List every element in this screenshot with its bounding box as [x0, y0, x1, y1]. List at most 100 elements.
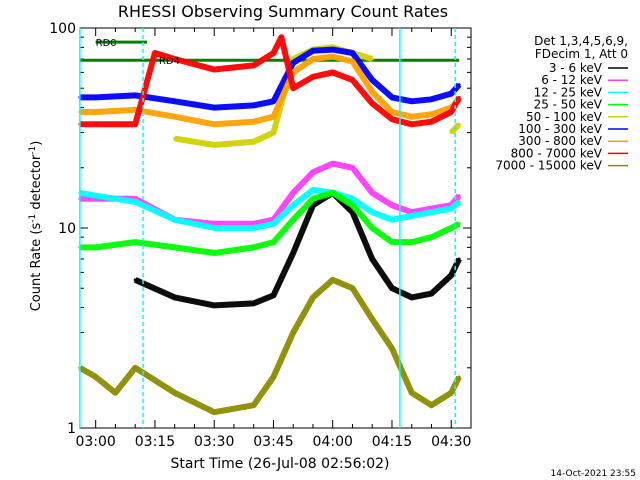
data-point [390, 95, 394, 99]
data-point [94, 194, 98, 198]
data-point [212, 251, 216, 255]
data-point [291, 331, 295, 335]
data-point [457, 95, 461, 99]
data-point [331, 70, 335, 74]
data-point [457, 83, 461, 87]
data-point [331, 191, 335, 195]
data-point [133, 93, 137, 97]
data-point [291, 61, 295, 65]
data-point [173, 115, 177, 119]
y-axis-label-sup: -1 [28, 214, 38, 223]
data-point [429, 97, 433, 101]
data-point [311, 75, 315, 79]
legend-label: 3 - 6 keV [549, 61, 603, 75]
data-point [370, 210, 374, 214]
data-point [271, 240, 275, 244]
y-axis-label-rest: detector [29, 154, 44, 214]
data-point [173, 137, 177, 141]
data-point [291, 251, 295, 255]
data-point [271, 51, 275, 55]
data-point [429, 292, 433, 296]
data-point [271, 115, 275, 119]
data-point [350, 210, 354, 214]
data-point [252, 301, 256, 305]
data-point [271, 99, 275, 103]
data-point [370, 257, 374, 261]
data-point [311, 57, 315, 61]
y-axis-label-end: ) [29, 141, 44, 146]
data-point [271, 375, 275, 379]
data-point [133, 366, 137, 370]
data-point [429, 235, 433, 239]
data-point [457, 200, 461, 204]
data-point [311, 188, 315, 192]
y-axis-label-base: Count Rate (s [29, 223, 44, 312]
x-tick-label: 03:15 [135, 434, 175, 450]
data-point [410, 122, 414, 126]
data-point [173, 391, 177, 395]
data-point [410, 214, 414, 218]
data-point [390, 286, 394, 290]
data-point [94, 245, 98, 249]
data-point [370, 226, 374, 230]
data-point [390, 346, 394, 350]
data-point [410, 99, 414, 103]
data-point [457, 222, 461, 226]
x-tick-label: 04:15 [372, 434, 412, 450]
data-point [271, 222, 275, 226]
data-point [291, 191, 295, 195]
data-point [173, 99, 177, 103]
data-point [212, 303, 216, 307]
data-point [449, 226, 453, 230]
y-tick-label: 1 [67, 421, 76, 437]
legend-header-line-2: FDecim 1, Att 0 [535, 47, 628, 61]
data-point [350, 78, 354, 82]
y-tick-labels: 1 10 100 [49, 21, 76, 437]
legend: Det 1,3,4,5,6,9, FDecim 1, Att 0 3 - 6 k… [495, 34, 628, 173]
data-point [390, 117, 394, 121]
data-point [212, 226, 216, 230]
data-point [252, 140, 256, 144]
data-point [252, 222, 256, 226]
data-point [390, 218, 394, 222]
x-tick-label: 04:00 [313, 434, 353, 450]
data-point [153, 51, 157, 55]
x-tick-label: 04:30 [431, 434, 471, 450]
data-point [370, 90, 374, 94]
data-point [252, 120, 256, 124]
legend-label: 800 - 7000 keV [511, 146, 603, 160]
data-point [350, 59, 354, 63]
data-point [429, 210, 433, 214]
legend-label: 300 - 800 keV [518, 134, 602, 148]
data-point [133, 240, 137, 244]
data-point [429, 403, 433, 407]
data-point [410, 115, 414, 119]
data-point [429, 120, 433, 124]
x-axis-label: Start Time (26-Jul-08 02:56:02) [170, 456, 389, 472]
legend-label: 6 - 12 keV [541, 73, 603, 87]
data-point [350, 286, 354, 290]
data-point [457, 257, 461, 261]
data-point [94, 122, 98, 126]
data-point [370, 317, 374, 321]
legend-label: 50 - 100 keV [526, 110, 603, 124]
y-tick-label: 10 [58, 221, 76, 237]
data-point [173, 218, 177, 222]
data-point [311, 49, 315, 53]
data-point [212, 122, 216, 126]
data-point [279, 35, 283, 39]
legend-label: 7000 - 15000 keV [495, 159, 602, 173]
data-point [252, 226, 256, 230]
data-point [271, 131, 275, 135]
data-point [252, 245, 256, 249]
data-point [212, 222, 216, 226]
data-point [311, 170, 315, 174]
data-point [311, 203, 315, 207]
data-point [212, 106, 216, 110]
data-point [173, 245, 177, 249]
data-point [212, 410, 216, 414]
data-point [370, 191, 374, 195]
data-point [133, 200, 137, 204]
